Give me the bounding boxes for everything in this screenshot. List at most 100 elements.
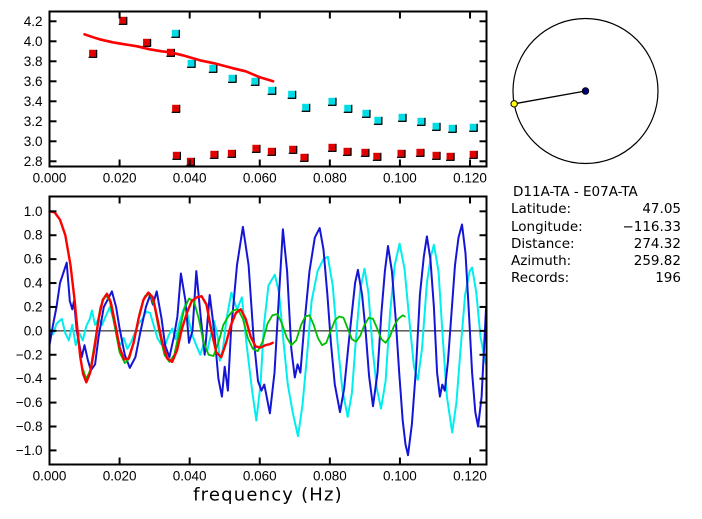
- marker-square: [469, 150, 477, 158]
- marker-square: [416, 148, 424, 156]
- info-value: −116.33: [622, 218, 681, 235]
- marker-square: [469, 123, 477, 131]
- marker-square: [209, 64, 217, 72]
- marker-square: [252, 144, 260, 152]
- marker-square: [172, 151, 180, 159]
- x-tick-label: 0.020: [103, 469, 137, 484]
- y-tick-label: 3.2: [24, 114, 43, 129]
- x-tick-label: 0.020: [103, 171, 137, 186]
- y-tick-label: 1.0: [24, 204, 43, 219]
- y-tick-label: 3.8: [24, 54, 43, 69]
- azimuth-circle: [512, 17, 659, 165]
- marker-square: [227, 149, 235, 157]
- y-tick-label: 0.4: [24, 276, 43, 291]
- x-tick-label: 0.000: [33, 469, 67, 484]
- marker-square: [448, 124, 456, 132]
- x-tick-label: 0.100: [383, 171, 417, 186]
- marker-square: [328, 143, 336, 151]
- y-tick-label: 4.0: [24, 34, 43, 49]
- info-label: Latitude:: [511, 201, 572, 218]
- info-row-longitude: Longitude: −116.33: [511, 219, 681, 236]
- marker-square: [302, 103, 310, 111]
- marker-square: [172, 104, 180, 112]
- info-row-distance: Distance: 274.32: [511, 236, 681, 253]
- info-label: Azimuth:: [511, 253, 572, 270]
- y-tick-label: −0.4: [16, 371, 43, 386]
- info-label: Distance:: [511, 235, 575, 252]
- x-tick-label: 0.040: [173, 171, 207, 186]
- reference-dispersion-curve: [83, 33, 275, 83]
- marker-square: [344, 104, 352, 112]
- info-label: Records:: [511, 270, 570, 287]
- marker-square: [268, 86, 276, 94]
- y-tick-label: 0.8: [24, 228, 43, 243]
- info-value: 47.05: [642, 201, 681, 218]
- y-tick-label: 3.6: [24, 74, 43, 89]
- x-tick-label: 0.120: [453, 469, 487, 484]
- x-tick-label: 0.060: [243, 469, 277, 484]
- marker-square: [361, 148, 369, 156]
- remote-station-dot: [510, 100, 518, 108]
- marker-square: [397, 149, 405, 157]
- marker-square: [187, 59, 195, 67]
- info-row-records: Records: 196: [511, 270, 681, 287]
- x-tick-label: 0.100: [383, 469, 417, 484]
- y-tick-label: 0.2: [24, 299, 43, 314]
- marker-square: [300, 153, 308, 161]
- x-axis-label: frequency (Hz): [193, 485, 343, 506]
- marker-square: [328, 97, 336, 105]
- waveform-plot[interactable]: 0.000 0.020 0.040 0.060 0.080 0.100 0.120 1.0 0.…: [16, 195, 488, 506]
- y-tick-label: 4.2: [24, 14, 43, 29]
- marker-square: [267, 147, 275, 155]
- x-tick-label: 0.060: [243, 171, 277, 186]
- info-rows: Latitude: 47.05 Longitude: −116.33 Distance:…: [511, 201, 681, 287]
- x-tick-label: 0.040: [173, 469, 207, 484]
- cyan-square-dispersion: [171, 29, 478, 133]
- azimuth-circle-panel[interactable]: [510, 17, 659, 165]
- y-tick-label: −0.8: [16, 419, 43, 434]
- y-tick-label: 0.6: [24, 252, 43, 267]
- y-tick-label: 0.0: [24, 323, 43, 338]
- marker-square: [289, 145, 297, 153]
- x-tick-label: 0.120: [453, 171, 487, 186]
- marker-square: [119, 16, 127, 24]
- marker-square: [228, 74, 236, 82]
- info-value: 196: [655, 270, 681, 287]
- plot-border: [48, 10, 488, 168]
- marker-square: [210, 150, 218, 158]
- info-row-latitude: Latitude: 47.05: [511, 201, 681, 218]
- marker-square: [398, 113, 406, 121]
- y-tick-label: −0.2: [16, 347, 43, 362]
- marker-square: [432, 122, 440, 130]
- azimuth-line: [514, 90, 586, 105]
- info-value: 259.82: [633, 253, 681, 270]
- info-label: Longitude:: [511, 218, 583, 235]
- y-tick-label: 3.4: [24, 94, 43, 109]
- y-tick-label: 2.8: [24, 154, 43, 169]
- station-pair-title: D11A-TA - E07A-TA: [513, 184, 638, 200]
- info-panel: D11A-TA - E07A-TA Latitude: 47.05 Longitud…: [511, 184, 681, 288]
- blue-trace: [48, 223, 488, 457]
- marker-square: [171, 29, 179, 37]
- marker-square: [417, 117, 425, 125]
- marker-square: [362, 109, 370, 117]
- marker-square: [373, 152, 381, 160]
- marker-square: [432, 151, 440, 159]
- x-tick-label: 0.080: [313, 469, 347, 484]
- x-tick-label: 0.000: [33, 171, 67, 186]
- dispersion-plot[interactable]: 0.000 0.020 0.040 0.060 0.080 0.100 0.120 4.2 4.…: [24, 10, 488, 186]
- info-value: 274.32: [633, 235, 681, 252]
- marker-square: [343, 147, 351, 155]
- red-square-dispersion: [88, 16, 478, 166]
- y-tick-label: 3.0: [24, 134, 43, 149]
- marker-square: [143, 38, 151, 46]
- info-row-azimuth: Azimuth: 259.82: [511, 253, 681, 270]
- marker-square: [288, 90, 296, 98]
- y-tick-label: −1.0: [16, 443, 43, 458]
- x-tick-label: 0.080: [313, 171, 347, 186]
- y-tick-label: −0.6: [16, 395, 43, 410]
- marker-square: [89, 49, 97, 57]
- marker-square: [251, 77, 259, 85]
